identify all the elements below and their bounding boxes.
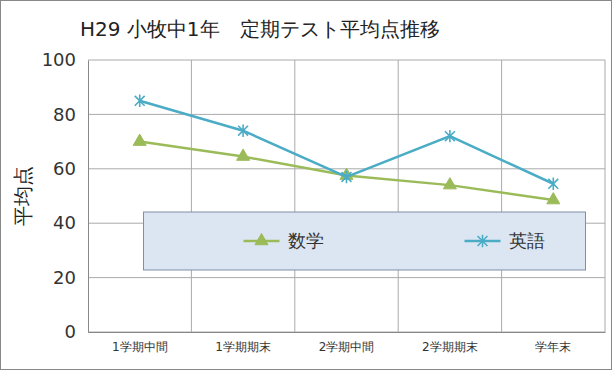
legend-entry: 英語 xyxy=(465,230,545,251)
chart: 0 20 40 60 80 100 1学期中間 1学期期末 2学期中間 2学期期末 学年末 数学 英語 H… xyxy=(0,0,612,370)
y-axis: 0 20 40 60 80 100 xyxy=(42,49,89,342)
legend-label: 英語 xyxy=(509,230,545,251)
y-tick: 60 xyxy=(53,158,88,179)
x-tick-label: 学年末 xyxy=(535,340,571,354)
y-tick-label: 100 xyxy=(42,49,76,70)
x-tick-label: 1学期中間 xyxy=(112,340,168,354)
series-marker xyxy=(237,149,250,160)
y-tick: 20 xyxy=(53,267,88,288)
x-tick: 学年末 xyxy=(535,332,571,354)
y-tick-label: 0 xyxy=(65,321,76,342)
legend: 数学 英語 xyxy=(144,212,586,270)
x-tick: 2学期期末 xyxy=(422,332,478,354)
grid-line-vertical xyxy=(398,60,399,332)
y-tick: 40 xyxy=(53,212,88,233)
series-marker xyxy=(342,171,352,183)
y-tick-label: 20 xyxy=(53,267,76,288)
data-area xyxy=(133,95,560,204)
x-axis-line xyxy=(89,332,606,333)
grid-line-vertical xyxy=(191,60,192,332)
series-marker xyxy=(135,95,145,107)
legend-box xyxy=(144,212,586,270)
y-tick: 80 xyxy=(53,104,88,125)
x-tick-label: 2学期期末 xyxy=(422,340,478,354)
y-axis-title: 平均点 xyxy=(11,166,35,226)
series-line xyxy=(140,101,554,184)
series-line xyxy=(140,142,554,200)
y-tick-label: 80 xyxy=(53,104,76,125)
x-tick: 1学期中間 xyxy=(112,332,168,354)
legend-marker xyxy=(478,235,488,247)
legend-label: 数学 xyxy=(288,230,324,251)
y-tick-label: 40 xyxy=(53,212,76,233)
x-tick-label: 1学期期末 xyxy=(215,340,271,354)
x-tick: 2学期中間 xyxy=(319,332,375,354)
legend-entry: 数学 xyxy=(244,230,324,251)
grid-line xyxy=(88,114,605,115)
x-axis: 1学期中間 1学期期末 2学期中間 2学期期末 学年末 xyxy=(89,332,606,354)
y-axis-line xyxy=(88,61,89,333)
grid-line-vertical xyxy=(294,60,295,332)
grid-line xyxy=(88,277,605,278)
chart-border xyxy=(1,1,612,370)
y-tick-label: 60 xyxy=(53,158,76,179)
grid-line xyxy=(88,60,605,61)
legend-marker xyxy=(255,234,268,245)
series-marker xyxy=(133,134,146,145)
y-tick: 100 xyxy=(42,49,88,70)
title: H29 小牧中1年 定期テスト平均点推移 xyxy=(80,17,440,41)
series-marker xyxy=(548,178,558,190)
series-marker xyxy=(238,125,248,137)
plot: 0 20 40 60 80 100 1学期中間 1学期期末 2学期中間 2学期期末 学年末 数学 英語 xyxy=(42,49,606,353)
x-tick-label: 2学期中間 xyxy=(319,340,375,354)
series-marker xyxy=(445,130,455,142)
series-marker xyxy=(443,178,456,189)
grid-line xyxy=(88,332,605,333)
x-tick: 1学期期末 xyxy=(215,332,271,354)
grid-line-vertical xyxy=(605,60,606,332)
y-tick: 0 xyxy=(65,321,88,342)
series-marker xyxy=(547,193,560,204)
grid xyxy=(88,60,605,332)
grid-line-vertical xyxy=(501,60,502,332)
